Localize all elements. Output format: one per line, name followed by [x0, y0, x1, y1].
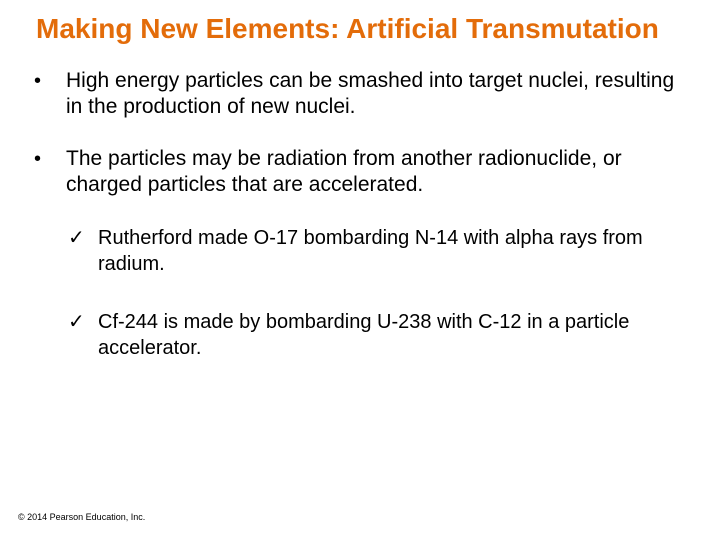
- checkmark-icon: ✓: [68, 225, 98, 251]
- bullet-marker: •: [32, 146, 66, 172]
- bullet-item: • High energy particles can be smashed i…: [28, 68, 692, 121]
- sub-bullet-text: Cf-244 is made by bombarding U-238 with …: [98, 309, 692, 361]
- bullet-text: The particles may be radiation from anot…: [66, 146, 692, 199]
- bullet-text: High energy particles can be smashed int…: [66, 68, 692, 121]
- bullet-item: • The particles may be radiation from an…: [28, 146, 692, 199]
- checkmark-icon: ✓: [68, 309, 98, 335]
- bullet-marker: •: [32, 68, 66, 94]
- sub-bullet-item: ✓ Cf-244 is made by bombarding U-238 wit…: [28, 309, 692, 361]
- sub-bullet-text: Rutherford made O-17 bombarding N-14 wit…: [98, 225, 692, 277]
- slide-container: Making New Elements: Artificial Transmut…: [0, 0, 720, 540]
- slide-title: Making New Elements: Artificial Transmut…: [28, 12, 692, 46]
- sub-bullet-item: ✓ Rutherford made O-17 bombarding N-14 w…: [28, 225, 692, 277]
- copyright-text: © 2014 Pearson Education, Inc.: [18, 512, 145, 522]
